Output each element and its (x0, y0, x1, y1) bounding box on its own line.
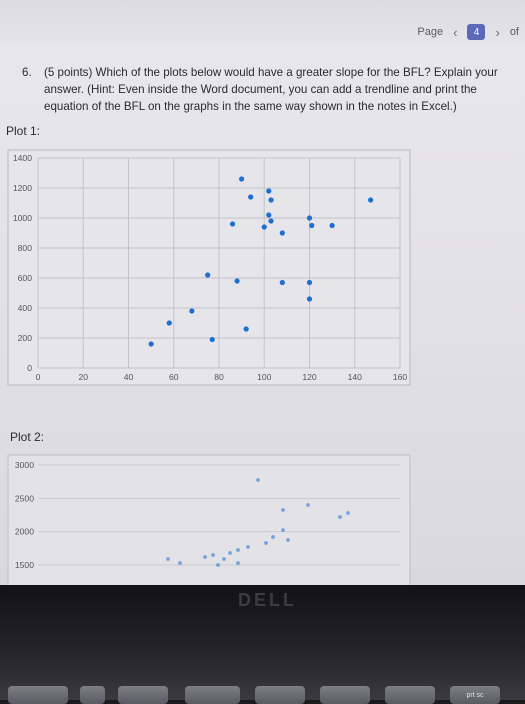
data-point (271, 535, 275, 539)
data-point (205, 272, 211, 278)
data-point (234, 278, 240, 284)
data-point (203, 555, 207, 559)
document-screen: Page ‹ 4 › of 6. (5 points) Which of the… (0, 0, 525, 585)
data-point (166, 320, 172, 326)
y-tick-label: 3000 (15, 460, 34, 470)
x-tick-label: 40 (124, 372, 134, 382)
question-number: 6. (22, 66, 32, 79)
x-tick-label: 80 (214, 372, 224, 382)
data-point (264, 541, 268, 545)
keyboard-key (255, 686, 305, 704)
data-point (256, 478, 260, 482)
x-tick-label: 120 (302, 372, 317, 382)
data-point (248, 194, 254, 200)
question-6: 6. (5 points) Which of the plots below w… (22, 64, 517, 115)
x-tick-label: 60 (169, 372, 179, 382)
data-point (243, 326, 249, 332)
data-point (216, 563, 220, 567)
data-point (338, 515, 342, 519)
keyboard-key (80, 686, 105, 704)
data-point (329, 222, 335, 229)
y-tick-label: 1500 (15, 560, 34, 570)
data-point (286, 538, 290, 542)
keyboard-key (385, 686, 435, 704)
page-navigation: Page ‹ 4 › of (417, 24, 519, 40)
data-point (222, 557, 226, 561)
data-point (209, 336, 215, 343)
data-point (281, 528, 285, 532)
x-tick-label: 160 (393, 372, 408, 382)
document-toolbar: Page ‹ 4 › of (0, 0, 525, 46)
y-tick-label: 0 (27, 363, 32, 373)
plot-1-chart: 0 200 400 600 800 1000 1200 1400 0 20 40 60 80 100 120… (7, 149, 411, 386)
data-point (367, 197, 374, 203)
plot-2-frame (7, 454, 411, 585)
data-point (309, 222, 315, 229)
data-point (306, 215, 313, 221)
data-point (268, 197, 274, 203)
plot-1-frame (7, 149, 411, 386)
y-tick-label: 200 (18, 333, 33, 343)
data-point (246, 545, 250, 549)
data-point (228, 551, 232, 555)
x-tick-label: 0 (36, 372, 41, 382)
data-point (266, 188, 272, 194)
data-point (268, 218, 274, 224)
y-tick-label: 800 (18, 243, 33, 253)
device-logo: DELL (238, 590, 297, 610)
data-point (148, 341, 154, 347)
question-text: (5 points) Which of the plots below woul… (44, 66, 498, 113)
y-tick-label: 400 (18, 303, 33, 313)
plot-1-label: Plot 1: (6, 124, 41, 138)
data-point (229, 221, 236, 227)
page-of-label: of (509, 26, 519, 38)
y-tick-label: 600 (18, 273, 33, 283)
data-point (211, 553, 215, 557)
plot-2-chart: 3000 2500 2000 1500 (7, 454, 411, 585)
y-tick-label: 1200 (13, 183, 32, 193)
keyboard-key (8, 686, 68, 704)
data-point (166, 557, 170, 561)
laptop-bezel (0, 585, 525, 700)
y-tick-label: 2500 (15, 493, 34, 503)
data-point (306, 503, 310, 507)
x-tick-label: 20 (78, 372, 88, 382)
page-number-input[interactable]: 4 (467, 24, 486, 40)
print-screen-key: prt sc (450, 686, 500, 704)
data-point (306, 279, 313, 286)
keyboard-key (320, 686, 370, 704)
x-tick-label: 140 (348, 372, 363, 382)
keyboard-key (118, 686, 168, 704)
data-point (236, 548, 240, 552)
data-point (261, 224, 267, 230)
data-point (189, 308, 195, 314)
data-point (306, 296, 313, 302)
y-tick-label: 1400 (13, 153, 32, 163)
next-page-icon[interactable]: › (495, 24, 500, 40)
y-tick-label: 1000 (13, 213, 32, 223)
data-point (266, 212, 272, 218)
x-tick-label: 100 (257, 372, 272, 382)
data-point (239, 176, 245, 182)
previous-page-icon[interactable]: ‹ (453, 24, 458, 40)
page-label: Page (417, 26, 444, 38)
data-point (279, 230, 285, 236)
data-point (236, 561, 240, 565)
data-point (346, 511, 350, 515)
data-point (281, 508, 285, 512)
plot-2-label: Plot 2: (10, 430, 45, 444)
y-tick-label: 2000 (15, 527, 34, 537)
data-point (178, 561, 182, 565)
keyboard-row: prt sc (0, 680, 525, 704)
data-point (279, 279, 285, 286)
keyboard-key (185, 686, 240, 704)
